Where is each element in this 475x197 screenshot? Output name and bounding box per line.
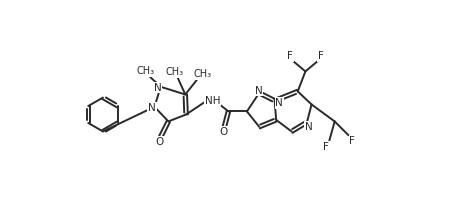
Text: F: F: [318, 51, 324, 61]
Text: F: F: [350, 136, 355, 146]
Text: N: N: [276, 98, 283, 108]
Text: NH: NH: [205, 96, 220, 106]
Text: CH₃: CH₃: [194, 70, 212, 79]
Text: N: N: [154, 83, 162, 93]
Text: CH₃: CH₃: [137, 66, 155, 76]
Text: O: O: [155, 137, 163, 147]
Text: N: N: [255, 86, 262, 96]
Text: N: N: [148, 103, 156, 112]
Text: CH₃: CH₃: [165, 67, 183, 77]
Text: F: F: [323, 142, 329, 152]
Text: N: N: [304, 122, 313, 132]
Text: F: F: [287, 51, 293, 61]
Text: O: O: [219, 127, 227, 137]
